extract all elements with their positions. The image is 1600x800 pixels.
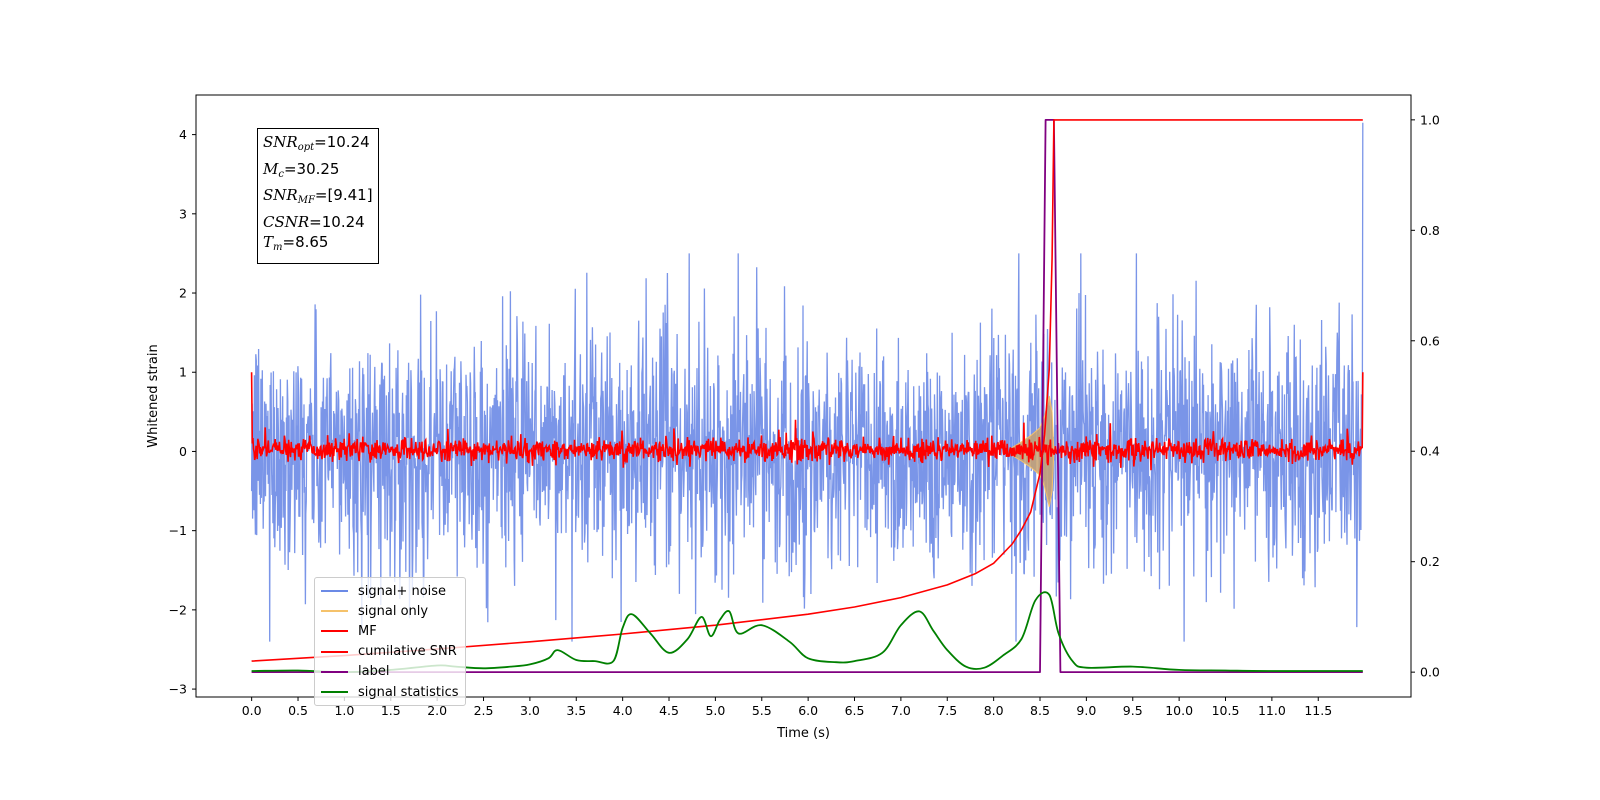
tm-annotation: Tm=8.65 [263, 232, 373, 259]
mc-value: =30.25 [283, 159, 340, 178]
x-tick-label: 3.5 [566, 703, 586, 718]
mc-name: M [263, 159, 279, 178]
y-tick-label: 2 [179, 286, 187, 301]
y-tick-label: 4 [179, 127, 187, 142]
y-tick-label: −2 [169, 602, 187, 617]
x-tick-label: 0.5 [288, 703, 308, 718]
legend-label: label [358, 664, 390, 680]
x-tick-label: 7.5 [937, 703, 957, 718]
snr-opt-value: =10.24 [314, 133, 370, 151]
x-tick-label: 0.0 [242, 703, 262, 718]
snr-opt-annotation: SNRopt=10.24 [263, 132, 373, 159]
y2-tick-label: 0.8 [1420, 223, 1440, 238]
y2-tick-label: 0.4 [1420, 444, 1440, 459]
signal-only-line [1011, 395, 1055, 508]
x-tick-label: 11.0 [1258, 703, 1286, 718]
y2-tick-label: 0.6 [1420, 333, 1440, 348]
signal-statistics-line [251, 591, 1363, 674]
y-tick-label: 1 [179, 365, 187, 380]
legend-label: MF [358, 623, 377, 639]
legend-label: signal only [358, 603, 429, 619]
legend-swatch [321, 610, 348, 613]
x-tick-label: 2.5 [474, 703, 494, 718]
x-tick-label: 1.5 [381, 703, 401, 718]
x-tick-label: 2.0 [427, 703, 447, 718]
x-tick-label: 1.0 [334, 703, 354, 718]
x-tick-label: 6.0 [798, 703, 818, 718]
csnr-value: =10.24 [309, 212, 365, 231]
label-line [251, 119, 1363, 673]
legend-entry: MF [321, 621, 459, 641]
legend-label: signal statistics [358, 684, 459, 700]
x-tick-label: 9.0 [1076, 703, 1096, 718]
x-tick-label: 10.5 [1212, 703, 1240, 718]
tm-subscript: m [273, 242, 283, 253]
x-tick-label: 8.5 [1030, 703, 1050, 718]
legend-swatch [321, 630, 348, 633]
legend-swatch [321, 691, 348, 694]
y-tick-label: −1 [169, 523, 187, 538]
snr-opt-subscript: opt [297, 142, 315, 153]
y-axis-right: 0.0 0.2 0.4 0.6 0.8 1.0 [1411, 112, 1440, 680]
y-axis-left: −3 −2 −1 0 1 2 3 4 [169, 127, 196, 697]
x-tick-label: 5.0 [705, 703, 725, 718]
mf-line [250, 372, 1364, 471]
x-tick-label: 4.5 [659, 703, 679, 718]
x-axis-label: Time (s) [776, 726, 830, 741]
legend-entry: cumilative SNR [321, 642, 459, 662]
x-tick-label: 7.0 [891, 703, 911, 718]
csnr-name: CSNR [263, 212, 310, 231]
tm-name: T [263, 233, 274, 251]
snr-opt-name: SNR [263, 133, 298, 151]
cumulative-snr-line [251, 119, 1363, 662]
legend-entry: signal+ noise [321, 581, 459, 601]
signal-noise-line [250, 122, 1364, 642]
x-tick-label: 4.0 [613, 703, 633, 718]
plot-frame [195, 94, 1412, 698]
y2-tick-label: 0.0 [1420, 665, 1440, 680]
mc-annotation: Mc=30.25 [263, 159, 373, 186]
annotation-box: SNRopt=10.24 Mc=30.25 SNRMF=[9.41] CSNR=… [257, 128, 379, 264]
snr-mf-subscript: MF [297, 195, 315, 206]
y2-tick-label: 1.0 [1420, 112, 1440, 127]
x-axis: 0.0 0.5 1.0 1.5 2.0 2.5 3.0 3.5 4.0 4.5 5.0 5.5 6.0 6… [242, 697, 1332, 718]
x-tick-label: 9.5 [1123, 703, 1143, 718]
x-tick-label: 3.0 [520, 703, 540, 718]
x-tick-label: 10.0 [1165, 703, 1193, 718]
y-axis-label: Whitened strain [146, 344, 161, 447]
y-tick-label: 3 [179, 206, 187, 221]
legend-swatch [321, 650, 348, 653]
snr-mf-annotation: SNRMF=[9.41] [263, 185, 373, 212]
legend-swatch [321, 670, 348, 673]
legend: signal+ noise signal only MF cumilative … [314, 577, 466, 707]
series-layer [250, 119, 1364, 674]
legend-entry: signal statistics [321, 682, 459, 702]
csnr-annotation: CSNR=10.24 [263, 212, 373, 233]
snr-mf-name: SNR [263, 186, 298, 204]
mc-subscript: c [278, 168, 284, 180]
legend-entry: signal only [321, 601, 459, 621]
y2-tick-label: 0.2 [1420, 554, 1440, 569]
y-tick-label: 0 [179, 444, 187, 459]
legend-swatch [321, 590, 348, 593]
legend-entry: label [321, 662, 459, 682]
x-tick-label: 8.0 [984, 703, 1004, 718]
legend-label: signal+ noise [358, 583, 447, 599]
legend-label: cumilative SNR [358, 644, 457, 660]
x-tick-label: 11.5 [1304, 703, 1332, 718]
y-tick-label: −3 [169, 682, 187, 697]
x-tick-label: 5.5 [752, 703, 772, 718]
snr-mf-value: =[9.41] [314, 186, 373, 204]
x-tick-label: 6.5 [845, 703, 865, 718]
tm-value: =8.65 [282, 233, 329, 251]
